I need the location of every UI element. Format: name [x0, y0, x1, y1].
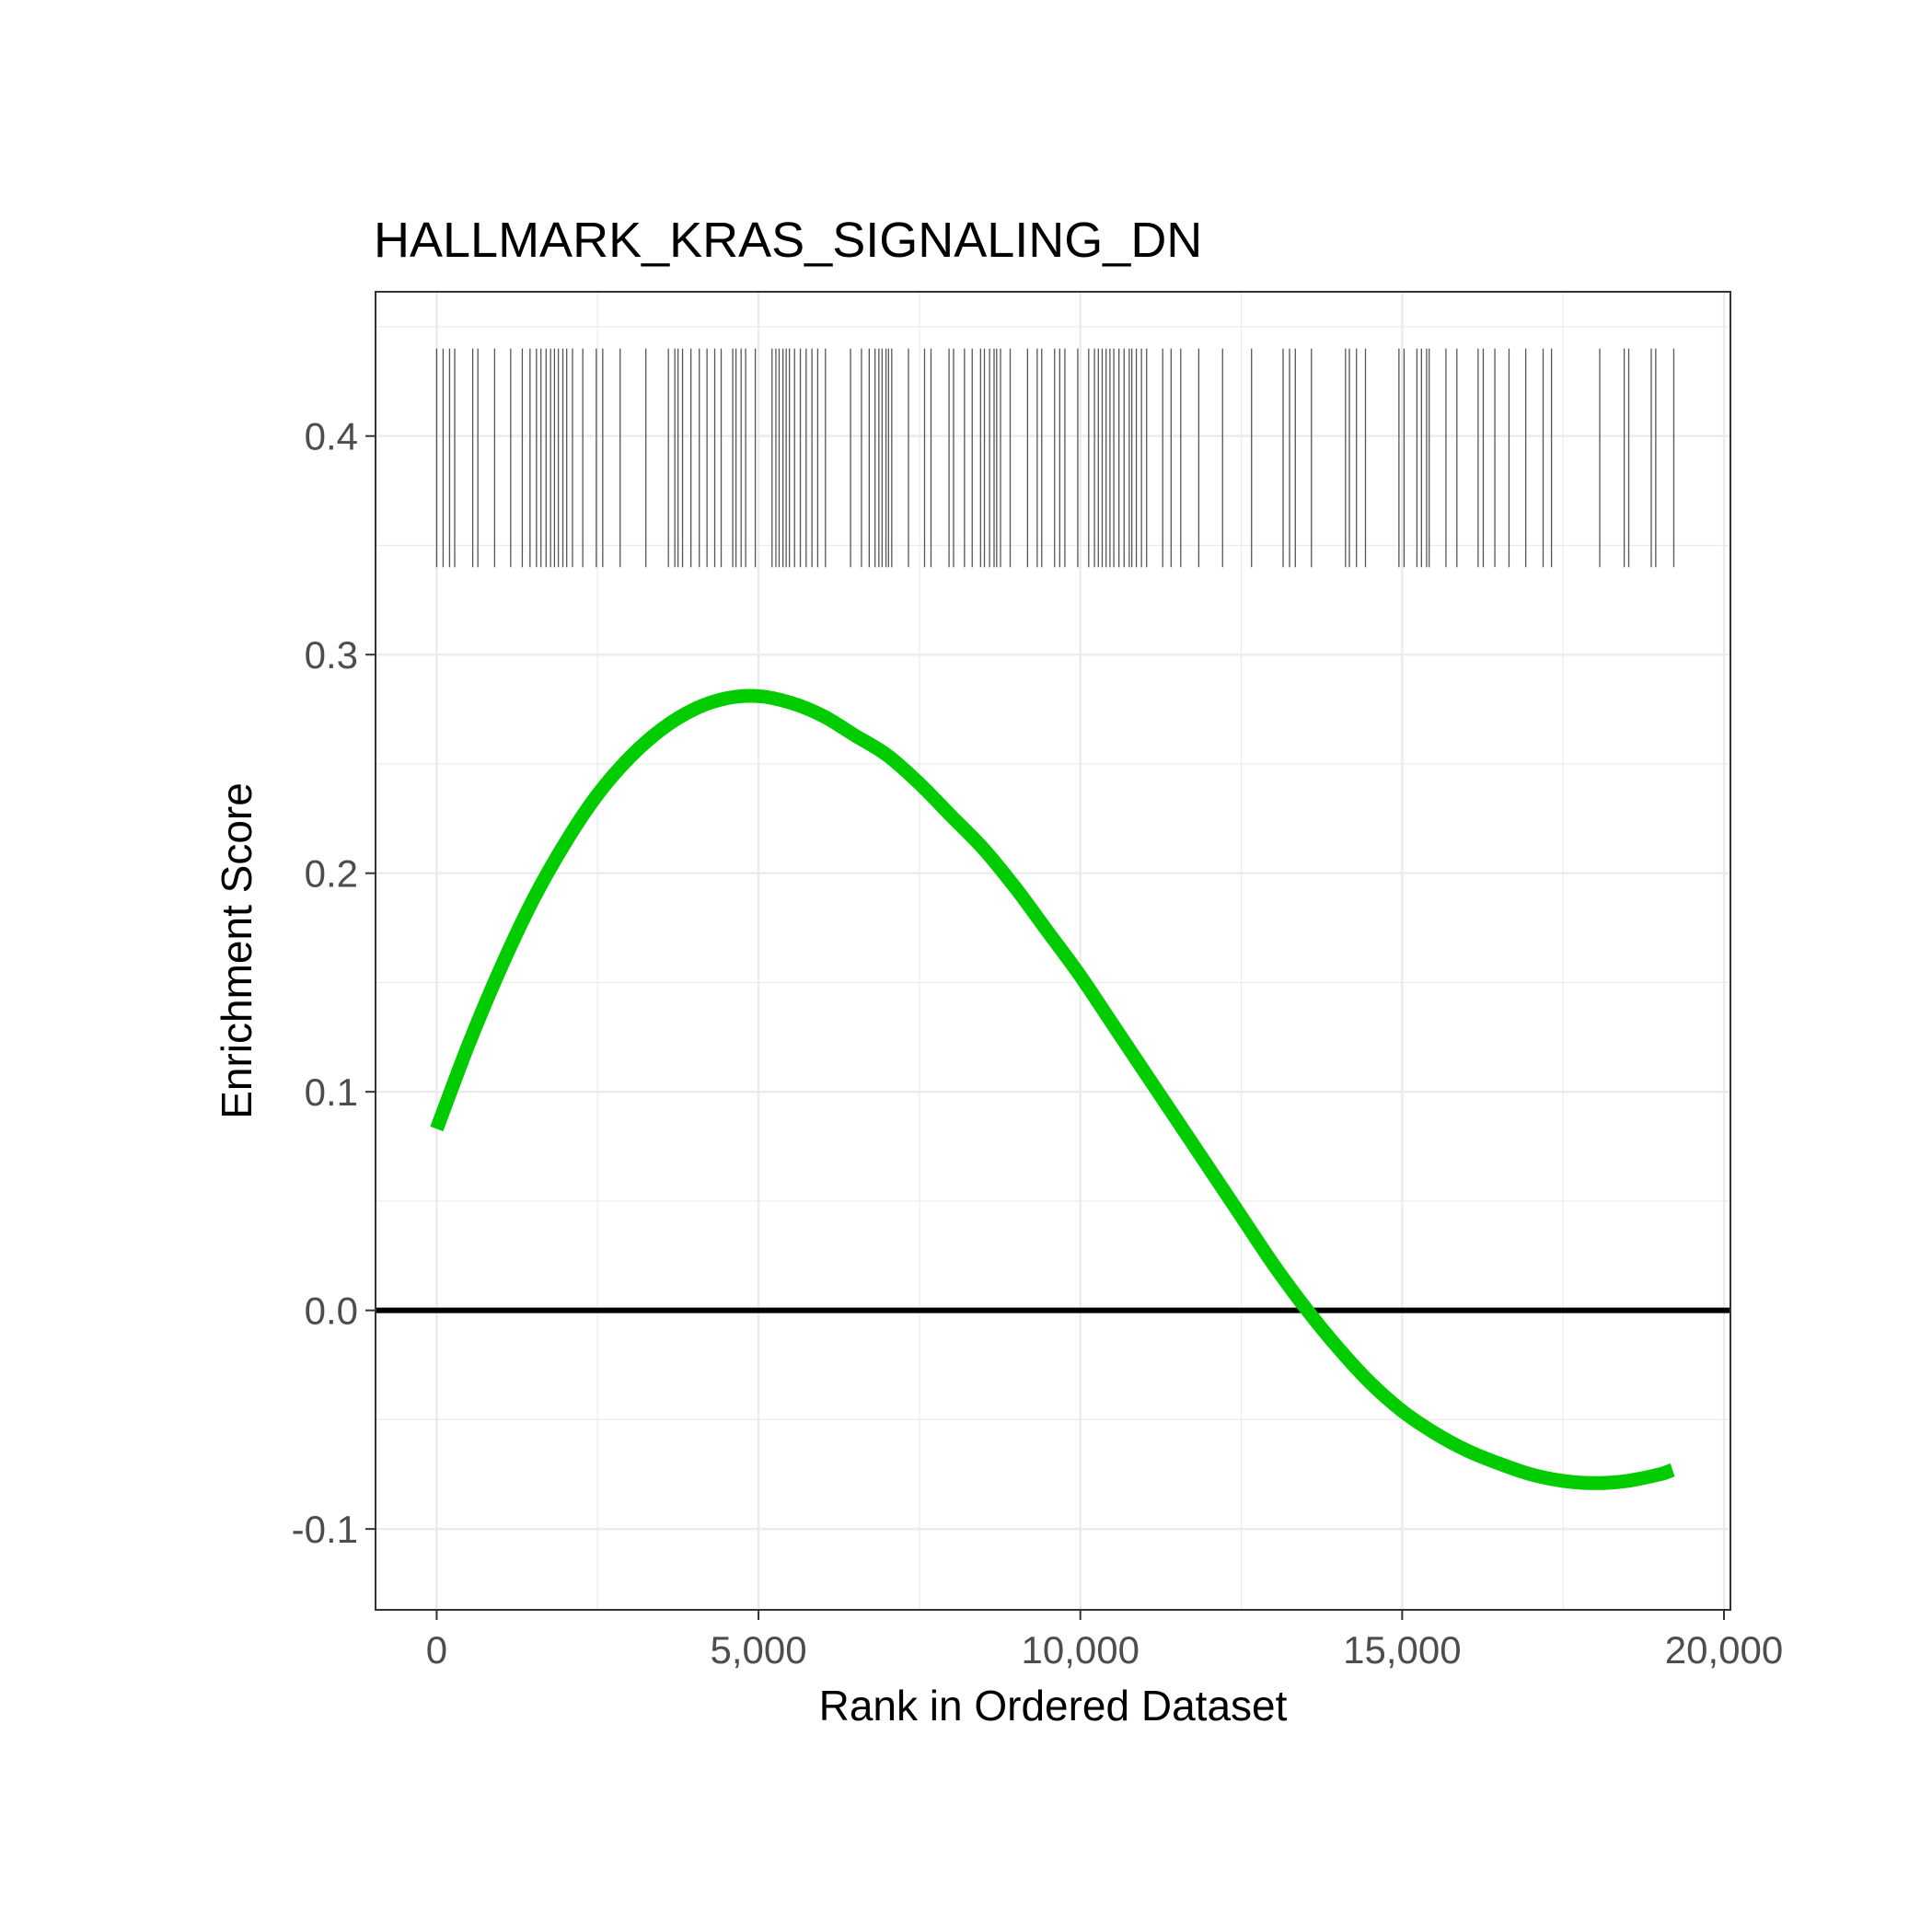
enrichment-score-curve [430, 688, 1675, 1490]
x-tick-label: 15,000 [1343, 1628, 1461, 1672]
x-tick-label: 10,000 [1021, 1628, 1139, 1672]
minor-gridlines [376, 292, 1730, 1610]
panel-border [375, 291, 1731, 1611]
x-axis: 0 5,000 10,000 15,000 20,000 [426, 1610, 1783, 1672]
y-tick-label: 0.0 [305, 1290, 358, 1333]
x-tick-label: 20,000 [1665, 1628, 1783, 1672]
plot-panel [376, 292, 1730, 1610]
x-tick-label: 5,000 [711, 1628, 807, 1672]
y-tick-label: 0.4 [305, 415, 358, 458]
y-axis-title: Enrichment Score [213, 782, 260, 1119]
y-axis: -0.1 0.0 0.1 0.2 0.3 0.4 [292, 415, 376, 1551]
x-axis-title: Rank in Ordered Dataset [819, 1682, 1288, 1730]
x-tick-label: 0 [426, 1628, 447, 1672]
y-tick-label: 0.2 [305, 852, 358, 896]
gene-hit-marks [435, 348, 1675, 568]
y-tick-label: 0.1 [305, 1070, 358, 1114]
chart-title: HALLMARK_KRAS_SIGNALING_DN [374, 213, 1202, 268]
y-tick-label: -0.1 [292, 1508, 358, 1551]
y-tick-label: 0.3 [305, 633, 358, 677]
